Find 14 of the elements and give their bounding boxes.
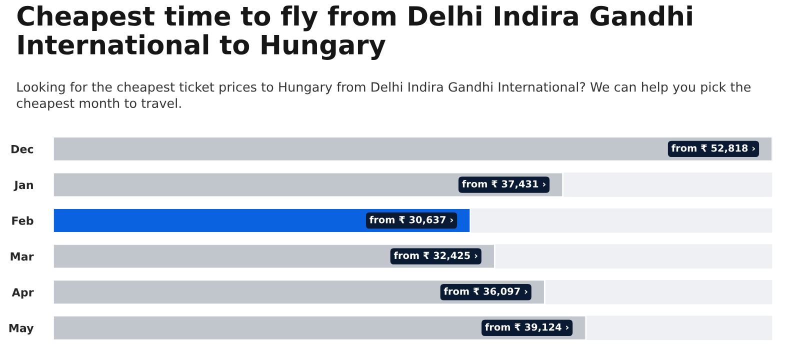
chart-subtitle: Looking for the cheapest ticket prices to Hungary from Delhi Indira Gandhi International? We can help you pick the cheapest month to travel. <box>16 82 751 111</box>
y-tick-label: May <box>9 324 34 334</box>
data-label: from ₹ 52,818 › <box>672 144 755 153</box>
y-tick-label: Dec <box>11 145 34 154</box>
data-label: from ₹ 32,425 › <box>394 252 478 260</box>
y-tick-label: Mar <box>10 252 34 261</box>
y-tick-label: Feb <box>12 216 34 225</box>
data-label: from ₹ 37,431 › <box>462 180 546 189</box>
y-tick-label: Apr <box>12 288 34 299</box>
y-tick-label: Jan <box>14 180 33 192</box>
data-label: from ₹ 39,124 › <box>485 323 568 332</box>
data-label: from ₹ 30,637 › <box>370 216 453 225</box>
chart-title: Cheapest time to fly from Delhi Indira Gandhi International to Hungary <box>17 5 692 60</box>
data-label: from ₹ 36,097 › <box>444 287 528 296</box>
